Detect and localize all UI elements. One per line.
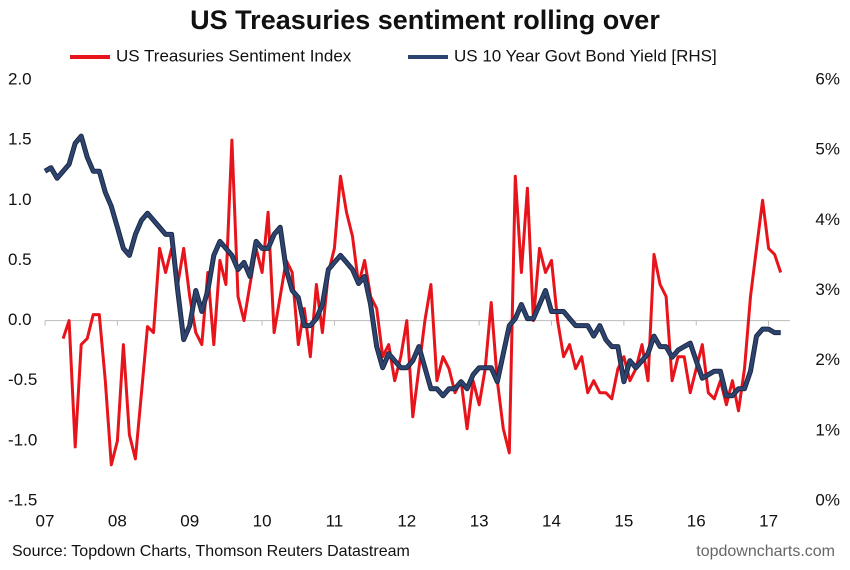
- y-tick-label: -1.5: [8, 490, 37, 509]
- x-tick-label: 11: [326, 511, 344, 530]
- series-line: [44, 134, 781, 398]
- x-tick-label: 17: [759, 511, 778, 530]
- y-tick-label: -0.5: [8, 370, 37, 389]
- y2-tick-label: 5%: [815, 140, 840, 159]
- x-tick-label: 08: [108, 511, 127, 530]
- y2-tick-label: 3%: [815, 280, 840, 299]
- y-tick-label: 1.5: [8, 130, 32, 149]
- y2-tick-label: 4%: [815, 210, 840, 229]
- watermark: topdowncharts.com: [696, 543, 835, 560]
- series-line: [61, 138, 783, 467]
- y2-tick-label: 0%: [815, 490, 840, 509]
- source-note: Source: Topdown Charts, Thomson Reuters …: [12, 543, 410, 560]
- chart-title: US Treasuries sentiment rolling over: [190, 5, 660, 35]
- x-tick-label: 14: [542, 511, 561, 530]
- x-tick-label: 10: [253, 511, 272, 530]
- x-tick-label: 09: [180, 511, 199, 530]
- x-tick-label: 07: [36, 511, 55, 530]
- legend-label: US Treasuries Sentiment Index: [116, 46, 352, 65]
- x-tick-label: 15: [614, 511, 633, 530]
- y-tick-label: -1.0: [8, 430, 37, 449]
- x-tick-label: 13: [470, 511, 489, 530]
- y-tick-label: 1.0: [8, 190, 32, 209]
- legend-label: US 10 Year Govt Bond Yield [RHS]: [454, 46, 717, 65]
- y2-tick-label: 2%: [815, 350, 840, 369]
- y-tick-label: 2.0: [8, 69, 32, 88]
- x-tick-label: 12: [397, 511, 416, 530]
- y2-tick-label: 6%: [815, 69, 840, 88]
- y-tick-label: 0.5: [8, 250, 32, 269]
- y2-tick-label: 1%: [815, 420, 840, 439]
- x-tick-label: 16: [687, 511, 706, 530]
- y-tick-label: 0.0: [8, 310, 32, 329]
